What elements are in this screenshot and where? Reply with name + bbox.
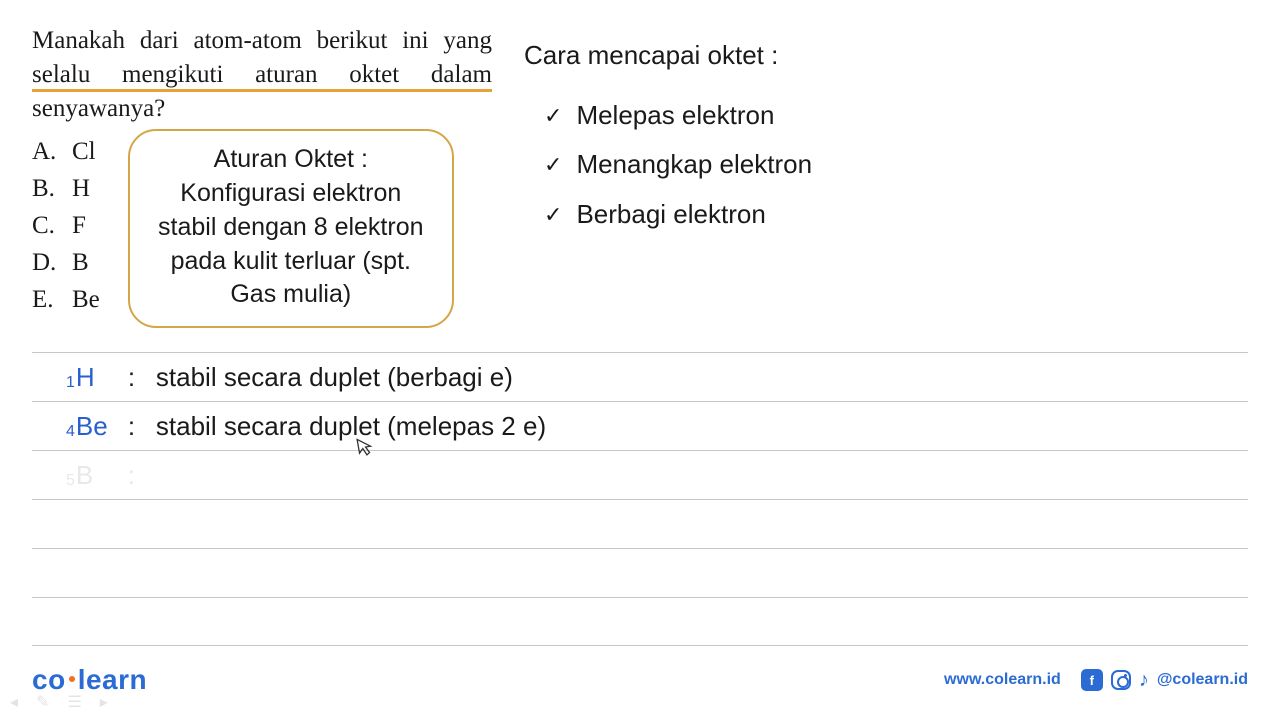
check-icon: ✓ [544,194,562,236]
work-line-3: 5B: [32,450,1248,499]
option-e: E.Be [32,281,100,318]
option-c: C.F [32,207,100,244]
footer: colearn www.colearn.id f ♪ @colearn.id [0,664,1280,696]
check-item-1: ✓Melepas elektron [544,91,812,140]
tiktok-icon: ♪ [1139,669,1149,691]
facebook-icon: f [1081,669,1103,691]
instagram-icon [1111,670,1131,690]
options-list: A.Cl B.H C.F D.B E.Be [32,133,100,318]
work-line-2: 4Be:stabil secara duplet (melepas 2 e) [32,401,1248,450]
check-icon: ✓ [544,144,562,186]
check-item-3: ✓Berbagi elektron [544,190,812,239]
footer-url: www.colearn.id [944,671,1061,689]
work-area: 1H:stabil secara duplet (berbagi e) 4Be:… [32,352,1248,646]
option-d: D.B [32,244,100,281]
right-title: Cara mencapai oktet : [524,40,812,71]
work-line-6 [32,597,1248,646]
work-line-1: 1H:stabil secara duplet (berbagi e) [32,352,1248,401]
question-text: Manakah dari atom-atom berikut ini yang … [32,24,492,125]
question-underlined: selalu mengikuti aturan oktet dalam [32,61,492,92]
oktet-body: Konfigurasi elektron stabil dengan 8 ele… [152,177,430,312]
question-pre: Manakah dari atom-atom berikut ini yang [32,27,492,54]
check-icon: ✓ [544,95,562,137]
menu-icon[interactable]: ☰ [67,692,81,712]
check-list: ✓Melepas elektron ✓Menangkap elektron ✓B… [524,91,812,239]
player-controls: ◂ ✎ ☰ ▸ [10,692,108,712]
option-a: A.Cl [32,133,100,170]
logo-dot-icon [69,676,75,682]
work-line-5 [32,548,1248,597]
oktet-definition-box: Aturan Oktet : Konfigurasi elektron stab… [128,129,454,328]
work-line-4 [32,499,1248,548]
forward-icon[interactable]: ▸ [100,692,108,712]
back-icon[interactable]: ◂ [10,692,18,712]
oktet-title: Aturan Oktet : [152,143,430,177]
option-b: B.H [32,170,100,207]
social-icons: f ♪ @colearn.id [1081,669,1248,691]
social-handle: @colearn.id [1157,671,1248,689]
check-item-2: ✓Menangkap elektron [544,140,812,189]
question-post: senyawanya? [32,95,165,122]
edit-icon[interactable]: ✎ [36,692,49,712]
